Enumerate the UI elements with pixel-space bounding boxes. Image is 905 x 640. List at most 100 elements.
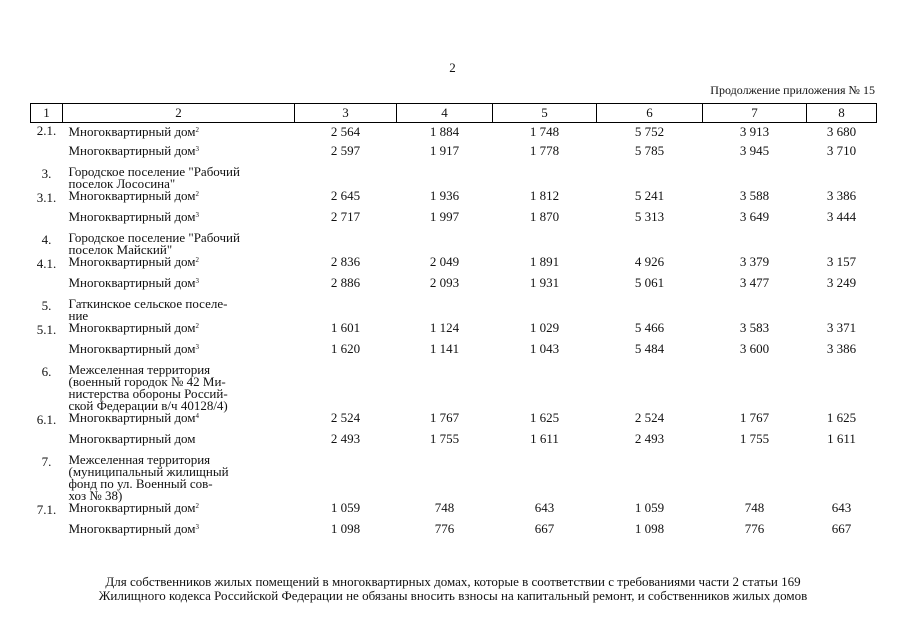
value-cell: 776 xyxy=(434,521,455,536)
column-header: 8 xyxy=(806,103,877,123)
value-cell: 1 778 xyxy=(529,143,560,158)
value-cell: 1 098 xyxy=(330,521,361,536)
section-title-line: нистерства обороны Россий- xyxy=(68,386,228,401)
section-title-line: поселок Майский" xyxy=(68,242,173,257)
footnote-marker: 3 xyxy=(195,343,200,351)
column-header: 6 xyxy=(596,103,703,123)
empty-cell xyxy=(493,166,597,190)
item-name: Многоквартирный дом3 xyxy=(63,276,295,298)
section-title-line: Городское поселение "Рабочий xyxy=(68,230,240,245)
value-cell: 2 493 xyxy=(634,431,665,446)
row-number xyxy=(31,145,63,166)
table-row: Многоквартирный дом3 2 597 1 917 1 778 5 785… xyxy=(31,143,877,166)
item-name-text: Многоквартирный дом xyxy=(68,188,196,203)
empty-cell xyxy=(597,166,703,190)
value-cell: 3 477 xyxy=(739,275,770,290)
footnote-marker: 3 xyxy=(195,145,200,153)
empty-cell xyxy=(397,166,493,190)
value-cell: 3 386 xyxy=(826,188,857,203)
table-row: 6.1. Многоквартирный дом4 2 524 1 767 1 625 2… xyxy=(31,410,877,433)
value-cell: 3 379 xyxy=(739,254,770,269)
empty-cell xyxy=(295,232,397,256)
value-cell: 1 059 xyxy=(634,500,665,515)
row-number: 3. xyxy=(41,166,52,181)
value-cell: 1 748 xyxy=(529,124,560,139)
section-title-line: фонд по ул. Военный сов- xyxy=(68,476,213,491)
value-cell: 1 767 xyxy=(429,410,460,425)
value-cell: 3 371 xyxy=(826,320,857,335)
value-cell: 2 886 xyxy=(330,275,361,290)
table-row: 7.1. Многоквартирный дом2 1 059 748 643 1 059… xyxy=(31,500,877,523)
empty-cell xyxy=(397,298,493,322)
empty-cell xyxy=(295,364,397,412)
footnote-marker: 2 xyxy=(195,322,200,330)
section-title-line: Гаткинское сельское поселе- xyxy=(68,296,228,311)
section-title-line: Межселенная территория xyxy=(68,452,211,467)
item-name: Многоквартирный дом2 xyxy=(63,254,295,277)
value-cell: 1 124 xyxy=(429,320,460,335)
value-cell: 2 836 xyxy=(330,254,361,269)
table-row: Многоквартирный дом3 2 886 2 093 1 931 5 061… xyxy=(31,275,877,298)
footnote-line: Для собственников жилых помещений в мног… xyxy=(105,574,801,589)
value-cell: 643 xyxy=(534,500,555,515)
row-number: 4.1. xyxy=(36,256,57,271)
footnote-marker: 4 xyxy=(195,412,200,420)
item-name-text: Многоквартирный дом xyxy=(68,431,196,446)
row-number: 7.1. xyxy=(36,502,57,517)
section-title-line: поселок Лососина" xyxy=(68,176,176,191)
value-cell: 1 891 xyxy=(529,254,560,269)
section-row: 7. Межселенная территория (муниципальный ж… xyxy=(31,452,877,502)
value-cell: 1 029 xyxy=(529,320,560,335)
section-title-line: (военный городок № 42 Ми- xyxy=(68,374,226,389)
value-cell: 2 717 xyxy=(330,209,361,224)
section-title-line: (муниципальный жилищный xyxy=(68,464,229,479)
row-number: 5. xyxy=(41,298,52,313)
section-title-line: ние xyxy=(68,308,89,323)
footnote-line: Жилищного кодекса Российской Федерации н… xyxy=(98,588,808,603)
empty-cell xyxy=(295,166,397,190)
value-cell: 1 141 xyxy=(429,341,460,356)
section-title-line: Городское поселение "Рабочий xyxy=(68,164,240,179)
row-number xyxy=(31,433,63,454)
value-cell: 5 484 xyxy=(634,341,665,356)
empty-cell xyxy=(807,232,877,256)
item-name: Многоквартирный дом3 xyxy=(63,144,295,166)
footnote-marker: 3 xyxy=(195,523,200,531)
table-row: 3.1. Многоквартирный дом2 2 645 1 936 1 812 5… xyxy=(31,188,877,211)
empty-cell xyxy=(493,364,597,412)
empty-cell xyxy=(703,364,807,412)
item-name-text: Многоквартирный дом xyxy=(68,410,196,425)
column-header: 2 xyxy=(62,103,295,123)
section-title-line: Межселенная территория xyxy=(68,362,211,377)
section-row: 4. Городское поселение "Рабочий поселок Ма… xyxy=(31,230,877,257)
item-name: Многоквартирный дом3 xyxy=(63,342,295,364)
value-cell: 667 xyxy=(534,521,555,536)
empty-cell xyxy=(597,454,703,502)
empty-cell xyxy=(807,454,877,502)
value-cell: 2 093 xyxy=(429,275,460,290)
value-cell: 5 466 xyxy=(634,320,665,335)
empty-cell xyxy=(807,364,877,412)
value-cell: 3 157 xyxy=(826,254,857,269)
table-row: Многоквартирный дом3 2 717 1 997 1 870 5 313… xyxy=(31,209,877,232)
footnote-marker: 2 xyxy=(195,502,200,510)
value-cell: 1 917 xyxy=(429,143,460,158)
value-cell: 1 098 xyxy=(634,521,665,536)
item-name-text: Многоквартирный дом xyxy=(68,254,196,269)
value-cell: 3 600 xyxy=(739,341,770,356)
section-title: Гаткинское сельское поселе-ние xyxy=(63,296,295,323)
value-cell: 2 645 xyxy=(330,188,361,203)
row-number: 7. xyxy=(41,454,52,469)
value-cell: 5 752 xyxy=(634,124,665,139)
value-cell: 2 524 xyxy=(330,410,361,425)
item-name: Многоквартирный дом3 xyxy=(63,210,295,232)
footnote-marker: 2 xyxy=(195,256,200,264)
tariff-table: 1 2 3 4 5 6 7 8 2.1. Многоквартирный дом2… xyxy=(30,103,877,544)
value-cell: 3 680 xyxy=(826,124,857,139)
table-row: 5.1. Многоквартирный дом2 1 601 1 124 1 029 5… xyxy=(31,320,877,343)
table-row: Многоквартирный дом 2 493 1 755 1 611 2 493 1… xyxy=(31,431,877,454)
value-cell: 4 926 xyxy=(634,254,665,269)
table-row: 4.1. Многоквартирный дом2 2 836 2 049 1 891 4… xyxy=(31,254,877,277)
value-cell: 1 625 xyxy=(529,410,560,425)
value-cell: 3 588 xyxy=(739,188,770,203)
